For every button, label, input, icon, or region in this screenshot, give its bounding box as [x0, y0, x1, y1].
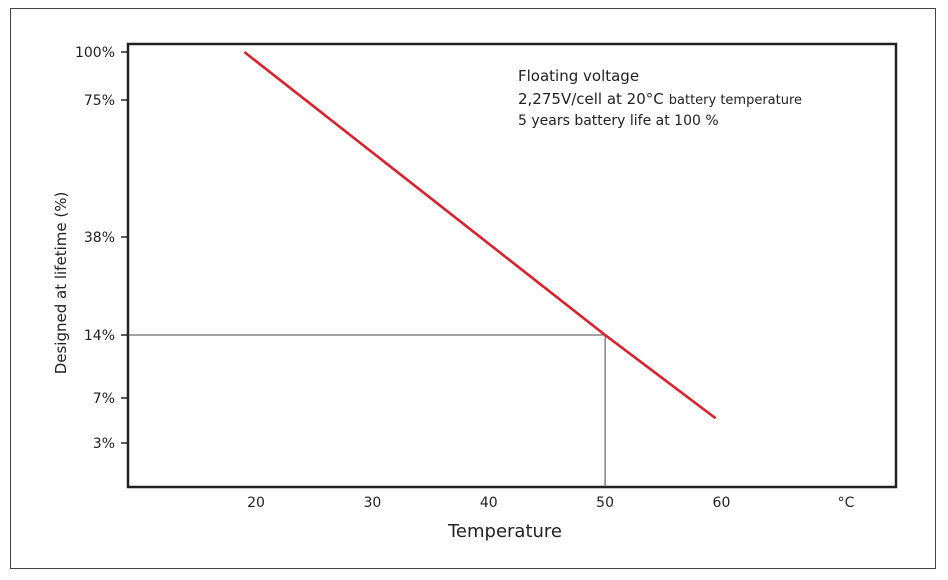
y-tick-label-75: 75%: [84, 93, 115, 109]
y-tick-label-7: 7%: [93, 391, 115, 407]
x-axis-ticks: 20 30 40 50 60: [247, 495, 730, 511]
x-axis-title: Temperature: [447, 521, 562, 542]
plot-area: [128, 44, 896, 487]
y-tick-label-3: 3%: [93, 436, 115, 452]
y-axis-ticks: 100% 75% 38% 14% 7% 3%: [75, 45, 128, 452]
y-tick-label-100: 100%: [75, 45, 115, 61]
x-tick-label-40: 40: [480, 495, 498, 511]
y-tick-label-14: 14%: [84, 328, 115, 344]
annotation-line-2-small: battery temperature: [669, 93, 802, 108]
annotation-line-3: 5 years battery life at 100 %: [518, 113, 719, 129]
x-tick-label-60: 60: [713, 495, 731, 511]
reference-lines: [128, 335, 605, 487]
annotation-line-2: 2,275V/cell at 20°C battery temperature: [518, 90, 802, 108]
x-unit-label: °C: [838, 495, 855, 511]
annotation-line-1: Floating voltage: [518, 67, 639, 85]
y-tick-label-38: 38%: [84, 230, 115, 246]
x-tick-label-20: 20: [247, 495, 265, 511]
annotation-line-2-main: 2,275V/cell at 20°C: [518, 90, 664, 108]
annotation-block: Floating voltage 2,275V/cell at 20°C batt…: [518, 67, 802, 129]
y-axis-title: Designed at lifetime (%): [52, 192, 70, 375]
x-tick-label-30: 30: [363, 495, 381, 511]
x-tick-label-50: 50: [596, 495, 614, 511]
